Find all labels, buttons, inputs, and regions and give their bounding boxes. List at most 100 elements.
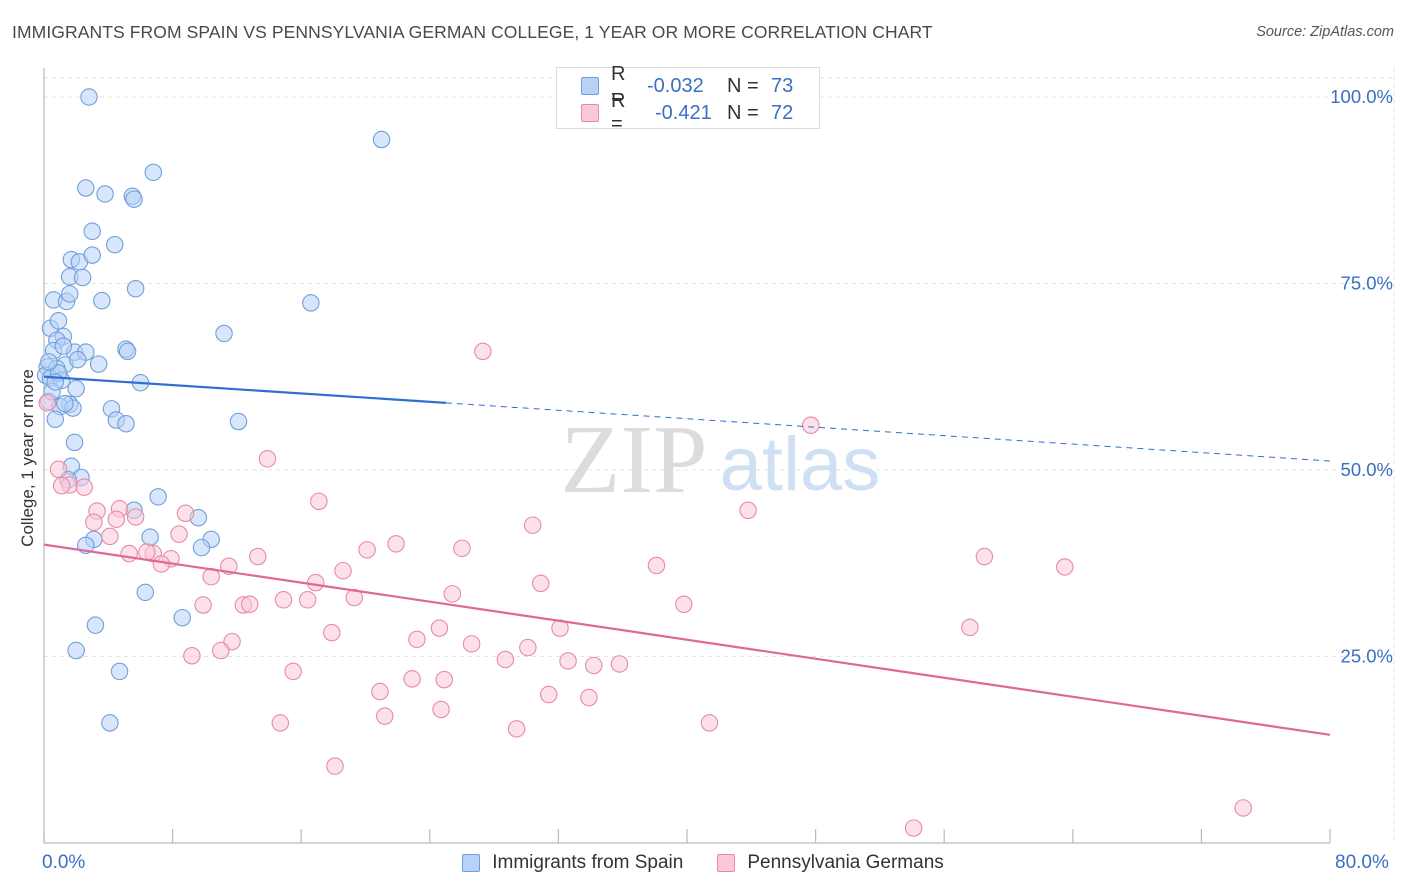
data-point xyxy=(580,688,598,707)
data-point xyxy=(141,528,159,546)
data-point xyxy=(241,595,259,614)
data-point xyxy=(700,714,719,732)
data-point xyxy=(802,416,820,434)
data-point xyxy=(192,538,211,557)
data-point xyxy=(345,588,363,607)
data-point xyxy=(176,504,195,523)
data-point xyxy=(610,655,629,673)
data-point xyxy=(585,656,603,675)
data-point xyxy=(117,414,135,433)
data-point xyxy=(371,682,389,701)
legend-swatch-pink xyxy=(581,104,599,122)
data-point xyxy=(1234,799,1252,817)
data-point xyxy=(107,510,126,528)
data-point xyxy=(462,635,481,653)
data-point xyxy=(229,412,248,431)
data-point xyxy=(559,652,577,670)
data-point xyxy=(170,525,188,543)
data-point xyxy=(194,596,212,614)
data-point xyxy=(67,641,85,660)
y-tick-label: 25.0% xyxy=(1341,646,1393,667)
data-point xyxy=(274,591,293,609)
data-point xyxy=(49,312,68,330)
data-point xyxy=(60,285,79,303)
data-point xyxy=(105,235,124,254)
data-point xyxy=(212,641,230,660)
legend-item-spain: Immigrants from Spain xyxy=(462,852,683,874)
data-point xyxy=(322,623,341,642)
legend-n-value: 73 xyxy=(771,74,794,97)
data-point xyxy=(85,513,103,531)
data-point xyxy=(507,720,526,738)
data-point xyxy=(523,516,542,534)
data-point xyxy=(120,544,138,563)
legend-row-spain: R = -0.032 N = 73 xyxy=(557,63,794,108)
y-axis-label: College, 1 year or more xyxy=(18,369,37,547)
chart-title: IMMIGRANTS FROM SPAIN VS PENNSYLVANIA GE… xyxy=(12,22,933,42)
legend-row-pa-german: R = -0.421 N = 72 xyxy=(557,90,793,135)
trend-line-pa-german xyxy=(43,543,1331,736)
data-point xyxy=(298,591,317,609)
legend-item-pa-german: Pennsylvania Germans xyxy=(717,852,944,874)
legend-swatch-blue xyxy=(462,854,481,872)
legend-n-label: N = xyxy=(727,101,759,124)
data-point xyxy=(430,619,449,637)
legend-swatch-blue xyxy=(581,77,599,95)
source-label: Source: ZipAtlas.com xyxy=(1256,24,1394,40)
data-point xyxy=(519,638,537,657)
data-point xyxy=(46,410,65,429)
legend-swatch-pink xyxy=(717,854,736,872)
watermark-zip: ZIP xyxy=(561,406,708,514)
data-point xyxy=(540,685,558,704)
data-point xyxy=(647,556,666,575)
data-point xyxy=(961,618,979,637)
data-point xyxy=(215,324,233,343)
data-point xyxy=(152,555,171,573)
y-tick-labels: 25.0% 50.0% 75.0% 100.0% xyxy=(1330,86,1393,667)
data-point xyxy=(403,670,421,688)
legend-item-label: Immigrants from Spain xyxy=(492,852,684,873)
data-point xyxy=(1056,558,1074,576)
data-point xyxy=(904,819,923,837)
trend-lines xyxy=(43,375,1331,736)
data-point xyxy=(435,670,454,689)
data-point xyxy=(110,662,129,681)
data-point xyxy=(54,337,73,355)
data-point xyxy=(86,616,105,634)
data-point xyxy=(38,394,56,412)
data-point xyxy=(387,535,405,553)
data-point xyxy=(258,450,277,468)
x-tick-label-max: 80.0% xyxy=(1335,852,1389,873)
legend-r-value: -0.032 xyxy=(647,74,704,97)
data-point xyxy=(96,185,114,203)
data-point xyxy=(306,573,325,592)
data-point xyxy=(101,527,119,546)
data-point xyxy=(358,541,376,559)
data-point xyxy=(432,700,450,719)
data-point xyxy=(125,190,143,208)
y-tick-label: 75.0% xyxy=(1341,273,1393,294)
data-point xyxy=(284,662,302,681)
data-point xyxy=(89,355,108,373)
data-point xyxy=(93,291,111,310)
data-point xyxy=(40,353,58,371)
data-point xyxy=(49,460,68,479)
data-point xyxy=(65,433,84,452)
data-point xyxy=(739,501,757,520)
trend-line-spain-extension xyxy=(445,402,1331,462)
data-point xyxy=(67,379,85,398)
data-point xyxy=(149,488,167,506)
legend-r-label: R = xyxy=(611,63,626,108)
data-point xyxy=(144,163,163,182)
data-point xyxy=(474,342,492,361)
data-point xyxy=(83,222,101,241)
series-pennsylvania-germans xyxy=(38,342,1252,837)
data-point xyxy=(675,595,693,614)
data-point xyxy=(80,88,98,106)
data-point xyxy=(101,714,119,732)
y-tick-label: 50.0% xyxy=(1341,459,1393,480)
data-point xyxy=(975,547,994,566)
data-point xyxy=(443,585,462,603)
data-point xyxy=(138,543,156,561)
legend-item-label: Pennsylvania Germans xyxy=(747,852,944,873)
